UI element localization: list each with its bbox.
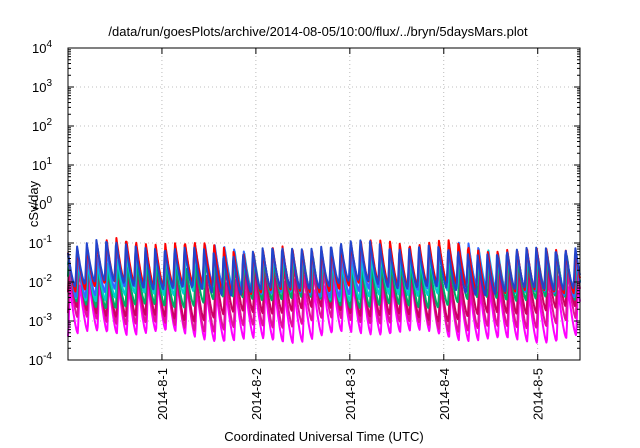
- y-tick-label: 10-3: [29, 312, 53, 329]
- x-tick-label: 2014-8-5: [531, 368, 546, 420]
- y-tick-label: 103: [32, 78, 52, 95]
- y-tick-label: 10-1: [29, 234, 53, 251]
- y-tick-label: 101: [32, 156, 52, 173]
- y-tick-label: 102: [32, 117, 52, 134]
- y-tick-label: 10-4: [29, 351, 53, 368]
- chart-title: /data/run/goesPlots/archive/2014-08-05/1…: [108, 24, 528, 39]
- x-axis: 2014-8-1 2014-8-2 2014-8-3 2014-8-4 2014-8-5: [155, 48, 546, 420]
- series-line: [67, 279, 581, 344]
- series-group: [67, 237, 581, 344]
- y-tick-label: 10-2: [29, 273, 53, 290]
- x-axis-title: Coordinated Universal Time (UTC): [224, 429, 423, 444]
- x-tick-label: 2014-8-4: [437, 368, 452, 420]
- x-tick-label: 2014-8-1: [155, 368, 170, 420]
- series-line: [67, 239, 581, 297]
- y-tick-label: 104: [32, 39, 52, 56]
- y-axis-title: cSv/day: [26, 180, 41, 227]
- x-tick-label: 2014-8-3: [343, 368, 358, 420]
- x-tick-label: 2014-8-2: [249, 368, 264, 420]
